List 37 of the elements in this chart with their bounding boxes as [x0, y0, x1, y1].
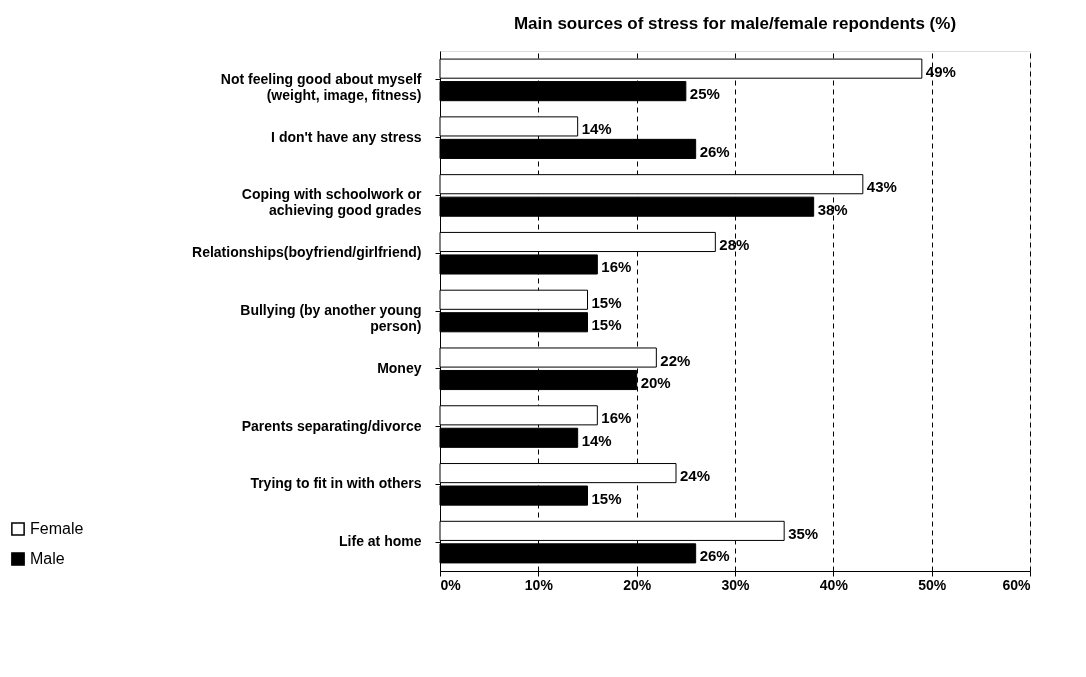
- data-label: 16%: [601, 258, 632, 276]
- x-tick-label: 40%: [819, 576, 849, 593]
- y-tick-label: Not feeling good about myself (weight, image, fitness): [220, 70, 422, 103]
- data-label: 14%: [581, 120, 612, 138]
- x-tick-label: 50%: [918, 576, 947, 593]
- data-label: 15%: [591, 489, 622, 507]
- y-tick-label: Money: [377, 359, 422, 376]
- y-tick-label: Coping with schoolwork or achieving good grades: [241, 186, 423, 219]
- y-tick-label: Parents separating/divorce: [241, 417, 422, 434]
- data-label: 24%: [680, 467, 711, 485]
- data-label: 16%: [601, 409, 632, 427]
- data-label: 49%: [925, 62, 956, 80]
- data-label: 26%: [699, 547, 730, 565]
- y-tick-label: Bullying (by another young person): [240, 302, 422, 334]
- data-label: 28%: [719, 235, 750, 253]
- data-label: 22%: [660, 351, 691, 369]
- x-tick-label: 60%: [1002, 576, 1032, 593]
- x-tick-label: 0%: [440, 576, 462, 593]
- chart-title: Main sources of stress for male/female repondents (%): [513, 14, 957, 33]
- y-tick-label: Trying to fit in with others: [250, 475, 422, 492]
- data-label: 15%: [591, 316, 622, 334]
- data-label: 15%: [591, 293, 622, 311]
- legend-label: Male: [30, 550, 65, 567]
- x-tick-label: 30%: [721, 576, 751, 593]
- data-label: 20%: [640, 374, 671, 392]
- y-tick-label: Relationships(boyfriend/girlfriend): [192, 244, 422, 261]
- data-label: 38%: [817, 200, 848, 218]
- y-tick-label: Life at home: [339, 533, 422, 550]
- x-tick-label: 20%: [623, 576, 652, 593]
- x-tick-label: 10%: [524, 576, 554, 593]
- data-label: 26%: [699, 142, 730, 160]
- legend-label: Female: [30, 520, 84, 537]
- data-label: 35%: [788, 524, 819, 542]
- data-label: 14%: [581, 431, 612, 449]
- y-tick-label: I don't have any stress: [271, 128, 422, 145]
- data-label: 25%: [689, 85, 720, 103]
- data-label: 43%: [866, 178, 897, 196]
